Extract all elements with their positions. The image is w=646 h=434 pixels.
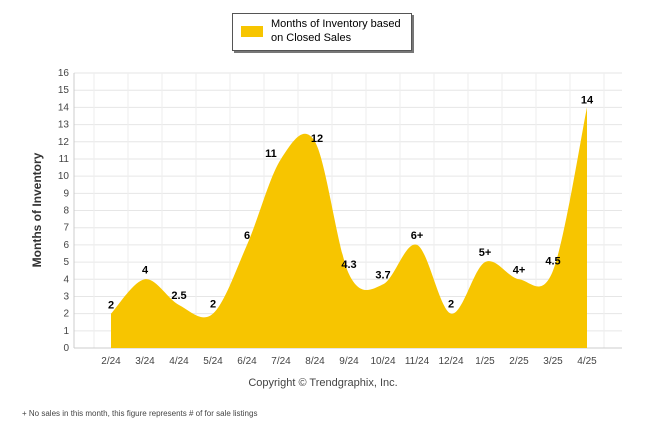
data-label: 4 bbox=[142, 264, 149, 276]
x-tick-label: 10/24 bbox=[370, 356, 395, 367]
y-tick-label: 3 bbox=[63, 291, 69, 302]
legend: Months of Inventory based on Closed Sale… bbox=[232, 13, 412, 51]
data-label: 2.5 bbox=[171, 290, 186, 302]
data-label: 2 bbox=[108, 300, 114, 312]
x-tick-label: 6/24 bbox=[237, 356, 257, 367]
y-tick-label: 10 bbox=[58, 171, 70, 182]
y-tick-label: 4 bbox=[63, 274, 69, 285]
y-tick-label: 6 bbox=[63, 240, 69, 251]
x-tick-label: 4/25 bbox=[577, 356, 597, 367]
data-label: 6+ bbox=[411, 230, 424, 242]
y-tick-label: 16 bbox=[58, 68, 70, 79]
area-series-fill bbox=[111, 107, 587, 348]
y-tick-label: 0 bbox=[63, 343, 69, 354]
x-tick-label: 1/25 bbox=[475, 356, 495, 367]
data-label: 4+ bbox=[513, 264, 526, 276]
y-tick-label: 14 bbox=[58, 102, 70, 113]
data-label: 2 bbox=[448, 299, 454, 311]
x-tick-labels: 2/24 3/24 4/24 5/24 6/24 7/24 8/24 9/24 10/24 11/… bbox=[101, 356, 597, 367]
y-axis-label: Months of Inventory bbox=[30, 152, 44, 268]
y-tick-label: 7 bbox=[63, 223, 69, 234]
x-tick-label: 3/24 bbox=[135, 356, 155, 367]
x-tick-label: 11/24 bbox=[405, 356, 430, 367]
x-tick-label: 4/24 bbox=[169, 356, 189, 367]
y-tick-label: 12 bbox=[58, 137, 70, 148]
legend-swatch bbox=[241, 26, 263, 37]
data-label: 11 bbox=[265, 148, 277, 160]
y-tick-label: 5 bbox=[63, 257, 69, 268]
y-tick-label: 13 bbox=[58, 120, 70, 131]
y-tick-label: 1 bbox=[63, 326, 69, 337]
data-label: 4.5 bbox=[545, 256, 560, 268]
x-tick-label: 3/25 bbox=[543, 356, 563, 367]
x-tick-label: 5/24 bbox=[203, 356, 223, 367]
data-label: 14 bbox=[581, 94, 594, 106]
data-label: 12 bbox=[311, 133, 323, 145]
x-tick-label: 12/24 bbox=[438, 356, 463, 367]
copyright-text: Copyright © Trendgraphix, Inc. bbox=[248, 377, 398, 389]
footnote: + No sales in this month, this figure re… bbox=[22, 409, 258, 418]
y-tick-label: 2 bbox=[63, 309, 69, 320]
y-tick-label: 8 bbox=[63, 206, 69, 217]
x-tick-label: 2/24 bbox=[101, 356, 121, 367]
y-tick-label: 11 bbox=[59, 154, 70, 165]
data-label: 6 bbox=[244, 230, 250, 242]
x-tick-label: 7/24 bbox=[271, 356, 291, 367]
data-label: 2 bbox=[210, 299, 216, 311]
x-tick-label: 2/25 bbox=[509, 356, 529, 367]
data-label: 4.3 bbox=[341, 259, 356, 271]
legend-label: Months of Inventory based on Closed Sale… bbox=[271, 18, 401, 44]
area-series bbox=[110, 107, 588, 348]
y-tick-label: 15 bbox=[58, 85, 70, 96]
data-label: 5+ bbox=[479, 247, 492, 259]
data-label: 3.7 bbox=[375, 269, 390, 281]
y-tick-label: 9 bbox=[63, 188, 69, 199]
x-tick-label: 9/24 bbox=[339, 356, 359, 367]
x-tick-label: 8/24 bbox=[305, 356, 325, 367]
data-labels: 2 4 2.5 2 6 11 12 4.3 3.7 6+ 2 5+ 4+ 4.5 14 bbox=[108, 94, 594, 311]
